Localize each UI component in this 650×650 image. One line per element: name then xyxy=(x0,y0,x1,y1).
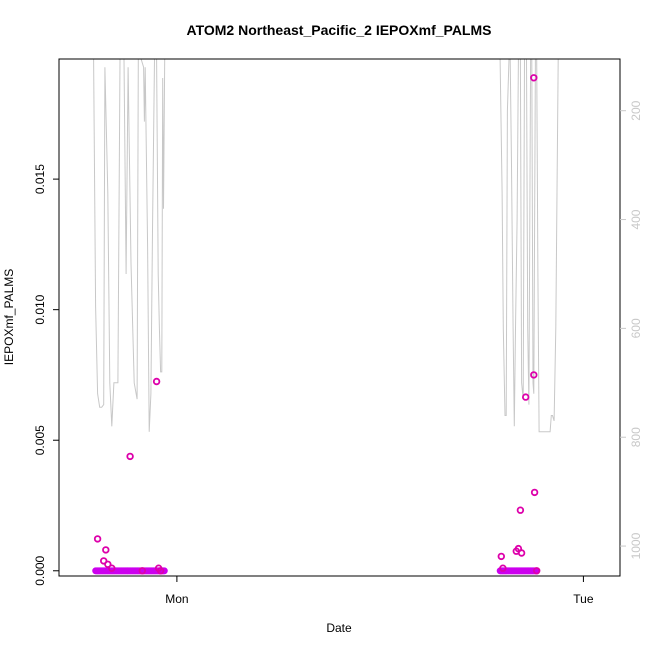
pressure-line-segment xyxy=(499,59,562,433)
data-point xyxy=(104,560,112,568)
data-point xyxy=(108,564,116,572)
x-axis-label: Date xyxy=(326,621,352,635)
pressure-line-segment xyxy=(93,59,166,432)
data-point xyxy=(516,506,525,514)
data-point xyxy=(522,393,530,401)
data-point xyxy=(126,452,134,461)
x-tick-label: Tue xyxy=(573,592,594,606)
right-tick-label: 200 xyxy=(629,100,643,120)
right-tick-label: 800 xyxy=(629,427,643,447)
data-point xyxy=(156,567,165,575)
data-point xyxy=(530,488,539,497)
right-tick-label: 400 xyxy=(629,209,643,229)
data-point xyxy=(152,377,161,386)
y-axis-label: IEPOXmf_PALMS xyxy=(2,269,16,365)
y-tick-label: 0.000 xyxy=(33,555,47,585)
data-point xyxy=(517,549,526,557)
axes: MonTueWed0.0000.0050.0100.01520040060080… xyxy=(33,100,643,606)
x-tick-label: Mon xyxy=(165,592,188,606)
data-point xyxy=(533,567,541,575)
data-point xyxy=(497,552,505,561)
chart-title: ATOM2 Northeast_Pacific_2 IEPOXmf_PALMS xyxy=(187,22,492,38)
data-point xyxy=(102,546,110,554)
plot-frame xyxy=(58,58,621,577)
data-point xyxy=(530,74,538,82)
y-tick-label: 0.015 xyxy=(33,164,47,194)
right-tick-label: 1000 xyxy=(629,532,643,559)
right-tick-label: 600 xyxy=(629,318,643,338)
data-point xyxy=(160,567,168,575)
y-tick-label: 0.010 xyxy=(33,294,47,324)
data-point xyxy=(138,567,146,575)
data-point xyxy=(93,535,102,543)
data-point xyxy=(530,371,538,379)
y-tick-label: 0.005 xyxy=(33,425,47,455)
data-point xyxy=(499,564,507,572)
plot-area xyxy=(92,59,562,575)
